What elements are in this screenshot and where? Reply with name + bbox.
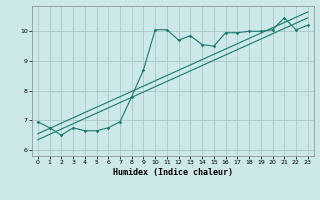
X-axis label: Humidex (Indice chaleur): Humidex (Indice chaleur) [113, 168, 233, 177]
